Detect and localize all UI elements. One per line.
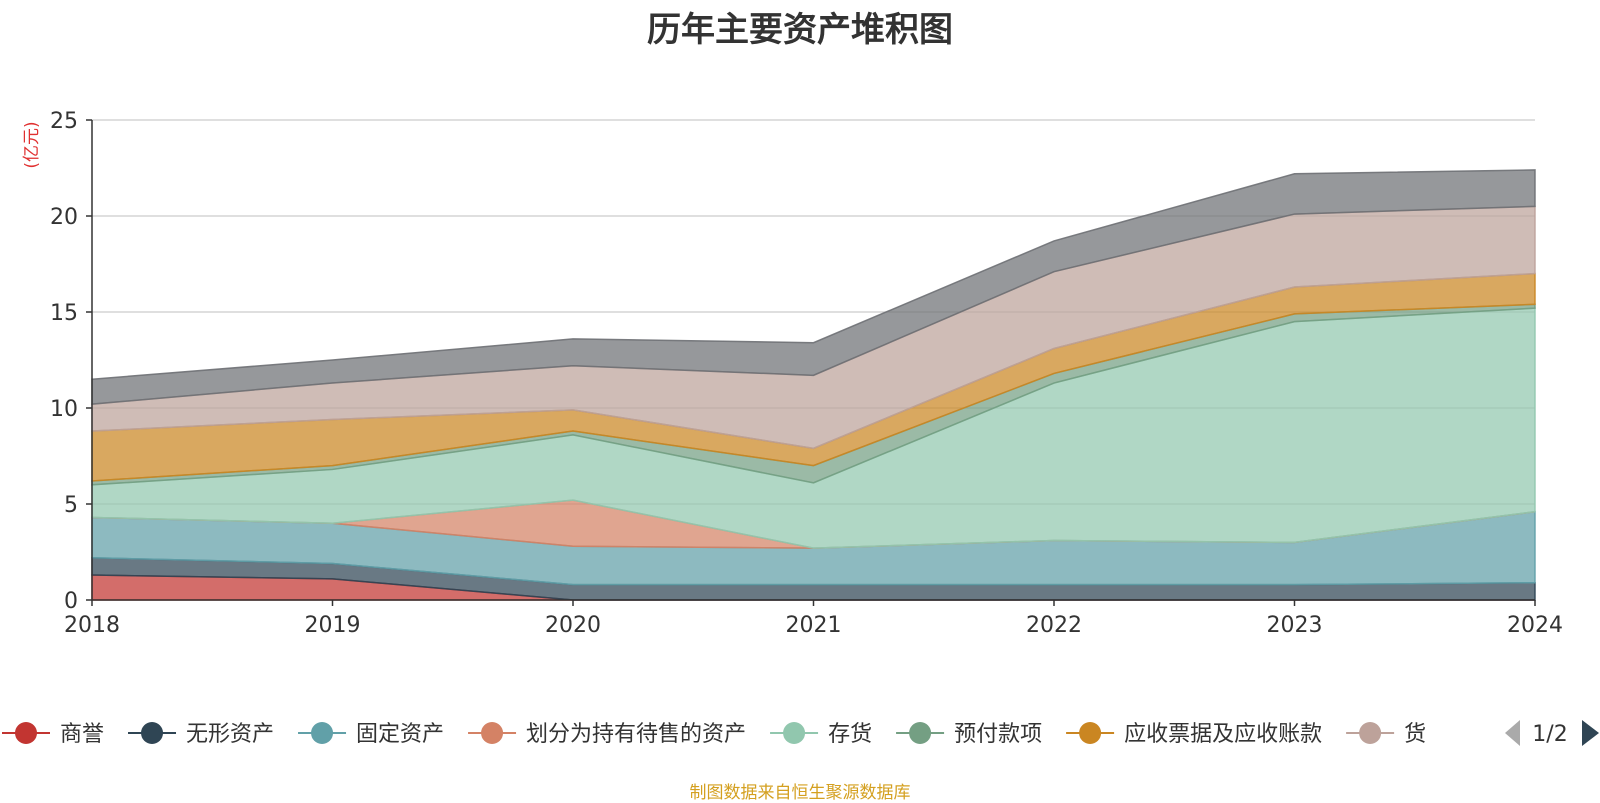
x-tick-label: 2020 — [545, 613, 601, 638]
next-page-icon[interactable] — [1582, 720, 1599, 746]
legend: 商誉 无形资产 固定资产 划分为持有待售的资产 存货 预付款项 应收票据及应收账款 货 — [2, 722, 1426, 747]
x-tick-label: 2023 — [1267, 613, 1323, 638]
legend-item[interactable]: 划分为持有待售的资产 — [468, 722, 746, 747]
legend-label: 存货 — [828, 722, 872, 747]
area-series-layer — [91, 169, 1536, 601]
legend-item[interactable]: 固定资产 — [298, 722, 444, 747]
y-tick-label: 25 — [50, 109, 78, 134]
legend-item[interactable]: 商誉 — [2, 722, 104, 747]
x-tick-label: 2021 — [786, 613, 842, 638]
y-tick-label: 15 — [50, 301, 78, 326]
x-tick-label: 2022 — [1026, 613, 1082, 638]
y-tick-label: 20 — [50, 205, 78, 230]
legend-marker-icon — [311, 722, 334, 744]
legend-marker-icon — [141, 722, 164, 744]
legend-label: 商誉 — [60, 722, 104, 747]
legend-label: 划分为持有待售的资产 — [526, 722, 746, 747]
y-axis-unit-label: (亿元) — [22, 121, 42, 168]
legend-pager: 1/2 — [1505, 720, 1599, 747]
legend-label: 货 — [1404, 722, 1426, 747]
legend-item[interactable]: 应收票据及应收账款 — [1066, 722, 1322, 747]
legend-marker-icon — [1359, 722, 1382, 744]
chart-title: 历年主要资产堆积图 — [647, 10, 953, 50]
data-source-footnote: 制图数据来自恒生聚源数据库 — [689, 783, 911, 803]
y-tick-label: 10 — [50, 397, 78, 422]
legend-label: 无形资产 — [186, 722, 274, 747]
legend-marker-icon — [15, 722, 37, 744]
legend-item[interactable]: 无形资产 — [128, 722, 274, 747]
legend-item[interactable]: 货 — [1346, 722, 1426, 747]
x-tick-label: 2024 — [1507, 613, 1563, 638]
legend-page-indicator: 1/2 — [1532, 722, 1567, 747]
legend-label: 预付款项 — [954, 722, 1042, 747]
legend-marker-icon — [1079, 722, 1102, 744]
prev-page-icon[interactable] — [1505, 720, 1520, 746]
legend-marker-icon — [783, 722, 806, 744]
legend-marker-icon — [909, 722, 932, 744]
axes: 0 5 10 15 20 25 2018 2019 2020 2021 2022 2023 2024 — [50, 109, 1563, 638]
legend-label: 固定资产 — [356, 722, 444, 747]
x-tick-label: 2018 — [64, 613, 120, 638]
y-tick-label: 5 — [64, 493, 78, 518]
legend-item[interactable]: 预付款项 — [896, 722, 1042, 747]
legend-marker-icon — [481, 722, 504, 744]
y-tick-label: 0 — [64, 589, 78, 614]
legend-label: 应收票据及应收账款 — [1124, 722, 1322, 747]
area-series — [91, 169, 1536, 405]
legend-item[interactable]: 存货 — [770, 722, 872, 747]
x-tick-label: 2019 — [305, 613, 361, 638]
